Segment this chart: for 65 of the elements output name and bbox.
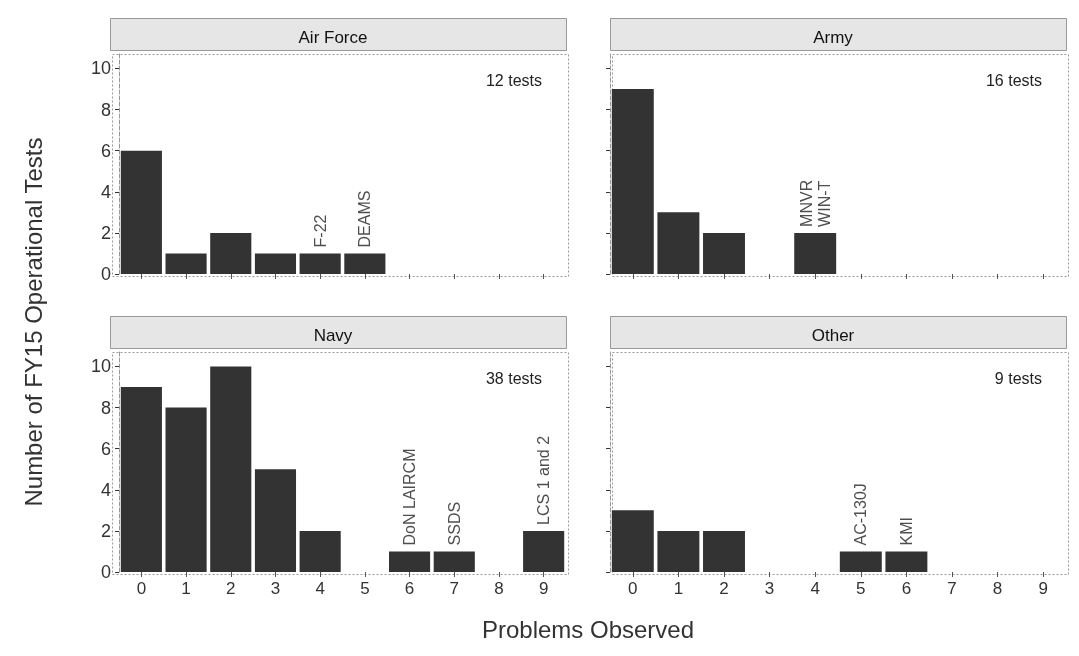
x-tick-label: 0 (136, 579, 147, 598)
bar (254, 253, 297, 274)
bar (210, 366, 252, 572)
y-tick-label: 2 (101, 520, 112, 541)
bar (389, 551, 431, 572)
x-tick-label: 6 (901, 579, 912, 598)
annotation: MNVR (797, 179, 815, 227)
y-tick-label: 8 (101, 397, 112, 418)
annotation: 12 tests (485, 71, 542, 89)
x-tick-label: 5 (856, 579, 866, 598)
x-tick-label: 9 (1038, 579, 1048, 598)
y-tick-label: 10 (90, 356, 112, 377)
bar (165, 407, 207, 572)
y-tick-label: 6 (101, 438, 112, 459)
annotation: 38 tests (485, 369, 542, 387)
x-tick-label: 4 (810, 579, 820, 598)
x-tick-label: 3 (270, 579, 281, 598)
annotation: DEAMS (356, 190, 374, 248)
annotation: 9 tests (994, 369, 1043, 387)
bar (344, 253, 386, 274)
annotation: AC-130J (852, 483, 870, 546)
y-tick-label: 10 (90, 58, 112, 79)
x-tick-label: 0 (628, 579, 638, 598)
x-tick-label: 4 (315, 579, 325, 598)
bar (254, 469, 297, 572)
annotation: LCS 1 and 2 (535, 435, 553, 525)
bar (165, 253, 207, 274)
annotation: DoN LAIRCM (401, 448, 419, 546)
y-tick-label: 0 (101, 264, 112, 284)
bar (210, 232, 252, 274)
annotation: WIN-T (815, 180, 833, 227)
x-tick-label: 8 (992, 579, 1003, 598)
x-tick-label: 1 (673, 579, 684, 598)
bar (299, 253, 341, 274)
annotation: 16 tests (985, 71, 1042, 89)
y-tick-label: 2 (101, 222, 112, 243)
x-tick-label: 6 (404, 579, 415, 598)
chart-title: Navy (313, 326, 353, 345)
bar (299, 530, 341, 572)
x-tick-label: 2 (226, 579, 236, 598)
x-axis-title: Problems Observed (480, 616, 696, 644)
x-tick-label: 2 (719, 579, 729, 598)
bar (523, 530, 565, 572)
annotation: F-22 (311, 214, 329, 248)
y-tick-label: 8 (101, 99, 112, 120)
annotation: KMI (897, 516, 915, 546)
annotation: SSDS (445, 501, 463, 546)
y-tick-label: 4 (101, 181, 112, 202)
chart-title: Air Force (298, 28, 368, 47)
x-tick-label: 3 (764, 579, 775, 598)
x-tick-label: 7 (947, 579, 957, 598)
y-tick-label: 6 (101, 140, 112, 161)
x-tick-label: 5 (360, 579, 370, 598)
x-tick-label: 7 (449, 579, 459, 598)
bar (120, 387, 162, 572)
y-tick-label: 4 (101, 479, 112, 500)
chart-title: Army (813, 28, 854, 47)
y-tick-label: 0 (101, 562, 112, 582)
bar (433, 551, 475, 572)
bar (120, 150, 162, 274)
x-tick-label: 9 (538, 579, 549, 598)
y-axis-title: Number of FY15 Operational Tests (20, 136, 48, 509)
x-tick-label: 8 (494, 579, 504, 598)
chart-title: Other (811, 326, 855, 345)
x-tick-label: 1 (181, 579, 191, 598)
